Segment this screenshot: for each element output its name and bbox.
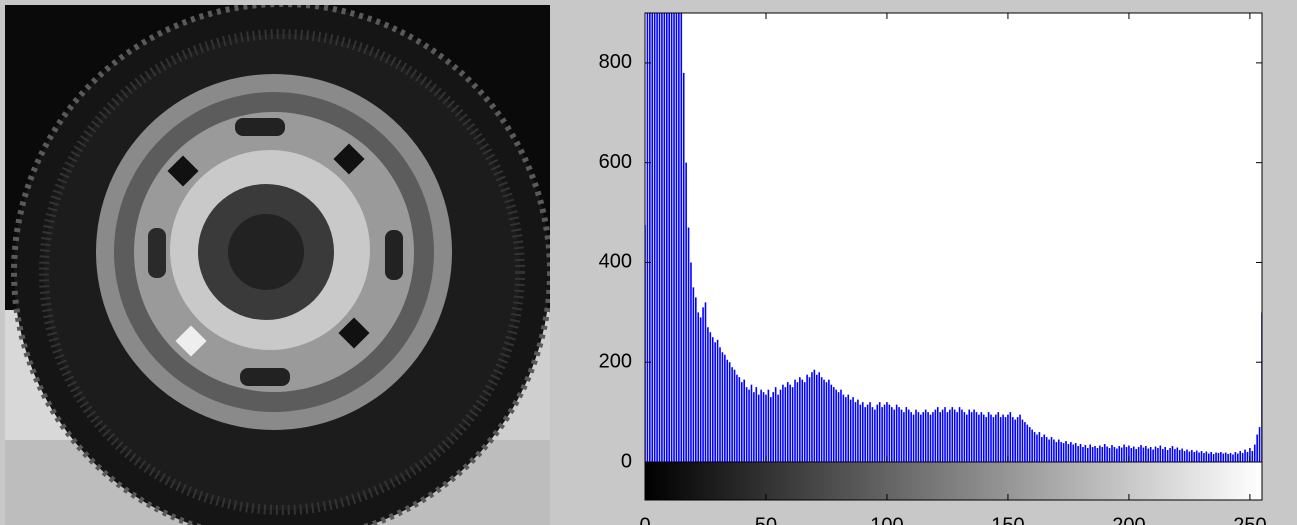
x-tick-label: 0	[639, 514, 650, 525]
hub-cap	[228, 214, 304, 290]
y-tick-label: 800	[599, 51, 632, 73]
slot	[148, 228, 166, 278]
slot	[240, 368, 290, 386]
x-tick-label: 250	[1233, 514, 1266, 525]
tire-image	[5, 4, 550, 525]
x-tick-label: 100	[870, 514, 903, 525]
y-tick-label: 600	[599, 151, 632, 173]
x-tick-label: 150	[991, 514, 1024, 525]
screen: 0 200 400 600 800 0 50 100 150 200 250	[0, 0, 1297, 525]
y-tick-label: 400	[599, 251, 632, 273]
x-tick-label: 200	[1112, 514, 1145, 525]
slot	[235, 118, 285, 136]
x-tick-label: 50	[755, 514, 777, 525]
y-tick-label: 200	[599, 351, 632, 373]
page: {"chart_data": {"type": "stem", "color":…	[0, 0, 1297, 525]
slot	[385, 230, 403, 280]
y-tick-label: 0	[621, 450, 632, 472]
colorbar	[645, 462, 1262, 500]
